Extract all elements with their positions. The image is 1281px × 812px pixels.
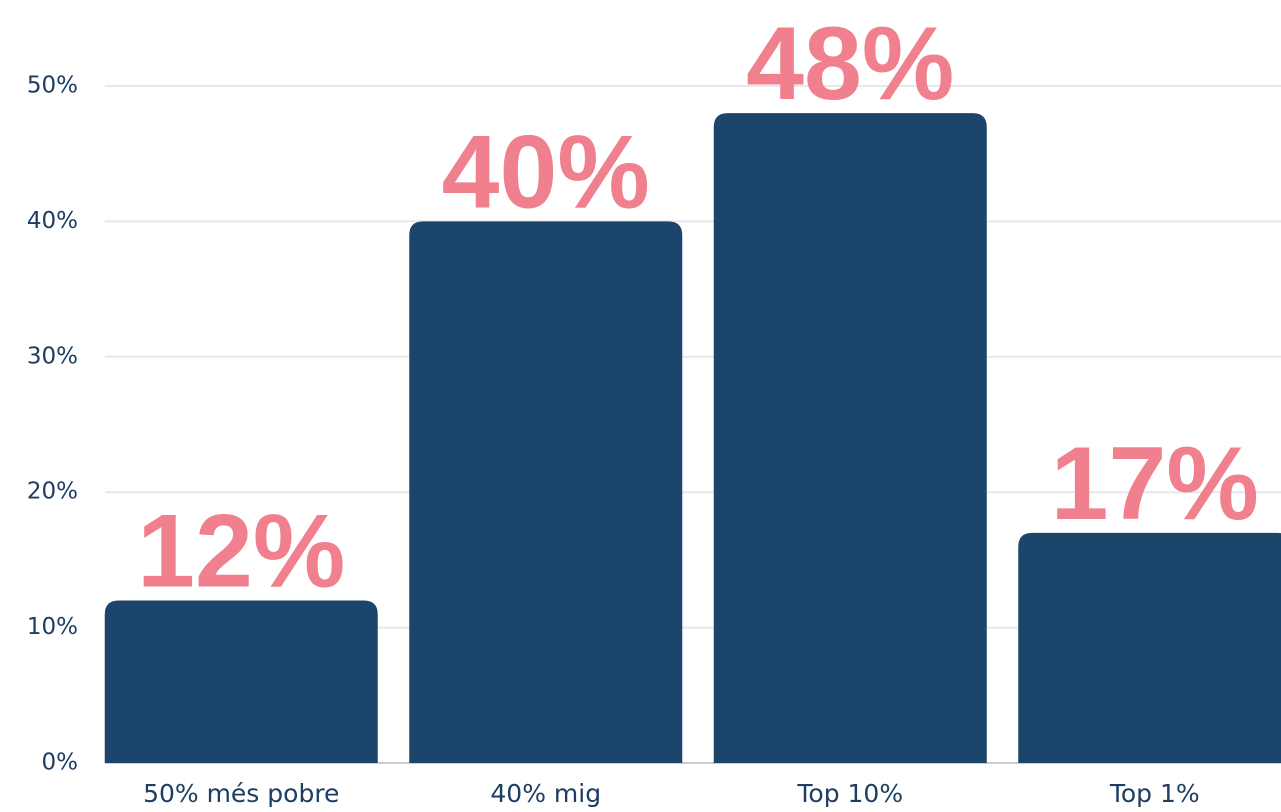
y-tick-label: 0%: [42, 750, 79, 776]
bar: [1018, 532, 1281, 763]
bar: [409, 221, 683, 763]
y-tick-label: 30%: [27, 343, 78, 369]
value-label: 40%: [442, 114, 650, 230]
bar: [713, 113, 987, 763]
x-tick-label: 50% més pobre: [143, 779, 339, 808]
y-tick-label: 20%: [27, 479, 78, 505]
y-tick-label: 10%: [27, 614, 78, 640]
bar: [104, 600, 378, 763]
y-tick-label: 40%: [27, 208, 78, 234]
y-tick-label: 50%: [27, 73, 78, 99]
value-label: 12%: [137, 494, 345, 610]
x-tick-label: 40% mig: [490, 779, 601, 808]
x-tick-label: Top 1%: [1109, 779, 1200, 808]
value-label: 48%: [746, 6, 954, 122]
x-tick-label: Top 10%: [796, 779, 903, 808]
value-label: 17%: [1051, 426, 1259, 542]
